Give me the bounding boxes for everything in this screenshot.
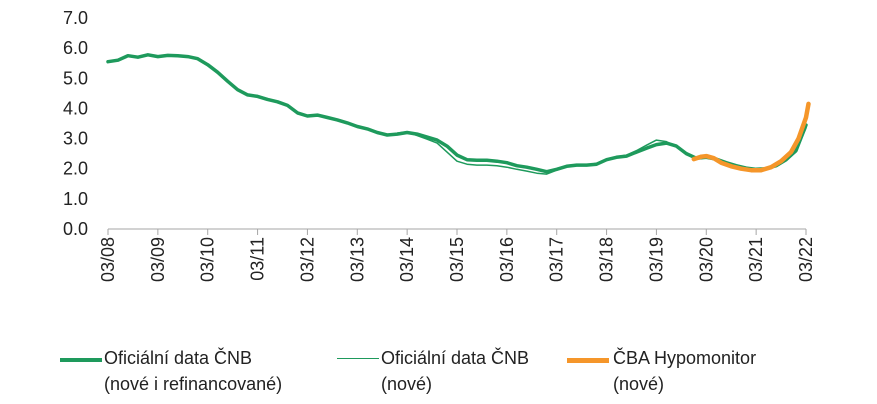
- y-tick-label: 1.0: [63, 189, 88, 209]
- series-lines: [106, 53, 811, 175]
- series-line-0: [106, 53, 808, 174]
- series-line-2: [691, 101, 811, 173]
- x-tick-label: 03/17: [547, 237, 567, 282]
- legend-label-cnb-new-line1: Oficiální data ČNB: [381, 348, 530, 368]
- y-tick-label: 0.0: [63, 219, 88, 239]
- y-tick-label: 2.0: [63, 159, 88, 179]
- x-tick-label: 03/16: [497, 237, 517, 282]
- y-tick-label: 7.0: [63, 8, 88, 28]
- x-axis: 03/08 03/09 03/10 03/11 03/12 03/13 03/14 03/15…: [98, 228, 816, 282]
- y-tick-label: 6.0: [63, 38, 88, 58]
- x-tick-label: 03/19: [646, 237, 666, 282]
- legend-swatch-cba: [567, 358, 609, 363]
- x-tick-label: 03/18: [597, 237, 617, 282]
- x-tick-label: 03/09: [148, 237, 168, 282]
- legend-swatch-cnb-new: [337, 358, 379, 359]
- legend-label-cnb-all-line1: Oficiální data ČNB: [104, 348, 253, 368]
- legend: Oficiální data ČNB (nové i refinancované…: [0, 345, 877, 404]
- legend-label-cnb-new-line2: (nové): [381, 374, 433, 394]
- legend-label-cba-line2: (nové): [613, 374, 665, 394]
- x-tick-label: 03/21: [746, 237, 766, 282]
- x-tick-label: 03/10: [198, 237, 218, 282]
- legend-label-cba-line1: ČBA Hypomonitor: [613, 348, 757, 368]
- x-tick-label: 03/12: [297, 237, 317, 282]
- y-tick-label: 4.0: [63, 98, 88, 118]
- x-tick-label: 03/08: [98, 237, 118, 282]
- x-tick-label: 03/22: [796, 237, 816, 282]
- x-tick-label: 03/14: [397, 237, 417, 282]
- chart: 0.0 1.0 2.0 3.0 4.0 5.0 6.0 7.0 03/08 03/09 03/10…: [63, 8, 816, 282]
- x-tick-label: 03/11: [248, 237, 268, 281]
- legend-swatch-cnb-all: [60, 358, 102, 362]
- legend-label-cnb-all-line2: (nové i refinancované): [104, 374, 283, 394]
- y-tick-label: 5.0: [63, 68, 88, 88]
- y-axis: 0.0 1.0 2.0 3.0 4.0 5.0 6.0 7.0: [63, 8, 88, 239]
- x-tick-label: 03/20: [696, 237, 716, 282]
- x-tick-label: 03/13: [347, 237, 367, 282]
- x-tick-label: 03/15: [447, 237, 467, 282]
- y-tick-label: 3.0: [63, 129, 88, 149]
